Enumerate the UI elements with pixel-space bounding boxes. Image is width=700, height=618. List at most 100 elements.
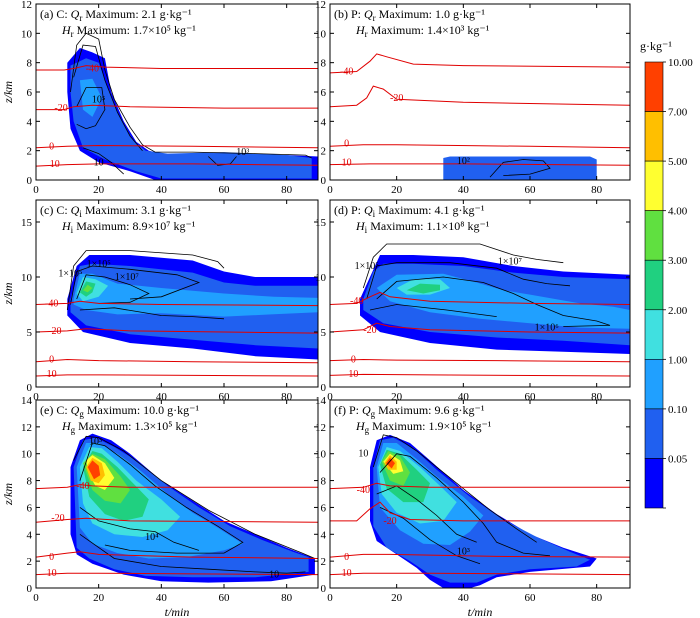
x-tick-label: 0 — [327, 592, 333, 604]
x-tick-label: 80 — [281, 391, 293, 403]
isotherm-line — [36, 551, 318, 559]
isotherm-line — [36, 328, 318, 334]
x-axis-label: t/min — [468, 605, 493, 618]
panel-plot-area — [330, 243, 630, 377]
isotherm-label: -40 — [350, 296, 363, 307]
y-tick-label: 0 — [321, 583, 327, 595]
colorbar-level-label: 3.00 — [668, 255, 688, 267]
mixing-ratio-region — [386, 457, 395, 469]
contour-label: 10 — [269, 570, 279, 581]
panel-label: (f) P: — [334, 403, 362, 417]
q-max-label: Maximum: 4.1 g·kg⁻¹ — [375, 203, 485, 217]
contour-label: 10² — [457, 156, 470, 167]
colorbar-swatch — [644, 259, 664, 311]
panel-title-q: (d) P: Qi Maximum: 4.1 g·kg⁻¹ — [334, 203, 485, 219]
panel-a: 0 20 40 60 80 0 2 4 6 8 10 12 z/km (a) C: Qr Maximum:… — [1, 0, 319, 196]
y-tick-label: 4 — [27, 529, 33, 541]
x-tick-label: 40 — [156, 184, 168, 196]
mixing-ratio-region — [73, 273, 318, 317]
panel-title-q: (e) C: Qg Maximum: 10.0 g·kg⁻¹ — [40, 403, 199, 419]
colorbar-swatch — [644, 309, 664, 360]
q-subscript: i — [79, 209, 82, 219]
q-subscript: r — [79, 13, 82, 23]
number-concentration-contour — [379, 453, 551, 557]
panel-b: 0 20 40 60 80 0 2 4 6 8 10 12 (b) P: Qr Maximum: 1.0… — [315, 0, 631, 196]
isotherm-label: 10 — [50, 159, 60, 170]
isotherm-label: -20 — [363, 325, 376, 336]
colorbar-level-label: 2.00 — [668, 305, 688, 317]
isotherm-label: 0 — [344, 552, 349, 563]
x-tick-label: 20 — [391, 184, 403, 196]
colorbar-level-label: 10.00 — [668, 57, 693, 69]
x-tick-label: 40 — [458, 391, 470, 403]
y-tick-label: 8 — [27, 58, 33, 70]
x-tick-label: 60 — [219, 592, 231, 604]
panel-title-q: (f) P: Qg Maximum: 9.6 g·kg⁻¹ — [334, 403, 485, 419]
y-tick-label: 5 — [321, 327, 327, 339]
colorbar-swatch — [644, 210, 664, 261]
isotherm-label: 10 — [47, 568, 57, 579]
panel-title-h: Hi Maximum: 1.1×10⁸ kg⁻¹ — [355, 219, 490, 235]
x-tick-label: 80 — [591, 391, 603, 403]
number-concentration-contour — [73, 44, 143, 151]
x-tick-label: 40 — [156, 391, 168, 403]
q-subscript: g — [79, 409, 84, 419]
colorbar-level-label: 7.00 — [668, 107, 688, 119]
panel-title-q: (a) C: Qr Maximum: 2.1 g·kg⁻¹ — [40, 7, 192, 23]
y-axis-label: z/km — [1, 483, 15, 506]
isotherm-line — [36, 65, 318, 71]
x-tick-label: 0 — [33, 391, 39, 403]
number-concentration-contour — [369, 304, 497, 317]
isotherm-line — [330, 144, 630, 149]
y-axis-label: z/km — [1, 282, 15, 305]
x-tick-label: 60 — [525, 391, 537, 403]
contour-label: 10⁵ — [92, 94, 106, 105]
x-tick-label: 20 — [93, 184, 105, 196]
y-tick-label: 10 — [21, 28, 33, 40]
y-tick-label: 10 — [315, 272, 327, 284]
isotherm-label: 0 — [49, 552, 54, 563]
isotherm-line — [330, 53, 630, 74]
y-tick-label: 15 — [21, 217, 33, 229]
y-tick-label: 12 — [21, 0, 32, 11]
x-tick-label: 20 — [93, 592, 105, 604]
isotherm-line — [330, 358, 630, 363]
isotherm-line — [330, 482, 630, 490]
y-tick-label: 12 — [315, 0, 326, 11]
number-concentration-contour — [70, 265, 201, 305]
y-tick-label: 6 — [321, 502, 327, 514]
panel-label: (b) P: — [334, 7, 364, 21]
h-max-label: Maximum: 1.3×10⁵ kg⁻¹ — [75, 419, 198, 433]
y-tick-label: 0 — [321, 382, 327, 394]
q-max-label: Maximum: 10.0 g·kg⁻¹ — [84, 403, 200, 417]
isotherm-line — [330, 85, 630, 108]
h-symbol: H — [61, 23, 72, 37]
h-subscript: i — [365, 225, 368, 235]
colorbar-level-label: 0.05 — [668, 453, 688, 465]
isotherm-line — [36, 300, 318, 307]
number-concentration-contour — [372, 434, 537, 543]
panel-frame — [329, 399, 631, 589]
y-tick-label: 0 — [27, 175, 33, 187]
x-tick-label: 0 — [327, 391, 333, 403]
isotherm-label: -40 — [86, 64, 99, 75]
panel-frame — [35, 199, 319, 388]
contour-label: 10³ — [236, 147, 249, 158]
panel-plot-area — [36, 250, 318, 377]
y-tick-label: 15 — [315, 217, 327, 229]
isotherm-line — [330, 373, 630, 377]
x-tick-label: 0 — [33, 184, 39, 196]
h-max-label: Maximum: 1.1×10⁸ kg⁻¹ — [367, 219, 490, 233]
x-tick-label: 80 — [281, 592, 293, 604]
isotherm-line — [330, 572, 630, 576]
panel-frame — [35, 399, 319, 589]
y-tick-label: 8 — [321, 58, 327, 70]
contour-label: 1×10⁵ — [87, 259, 111, 270]
colorbar: g·kg⁻¹ 10.00 7.00 5.00 4.00 3.00 2.00 1.00 0.10 0… — [640, 39, 693, 509]
x-tick-label: 80 — [281, 184, 293, 196]
mixing-ratio-region — [70, 58, 312, 179]
h-subscript: r — [71, 29, 74, 39]
colorbar-level-label: 0.10 — [668, 404, 688, 416]
number-concentration-contour — [73, 435, 316, 559]
